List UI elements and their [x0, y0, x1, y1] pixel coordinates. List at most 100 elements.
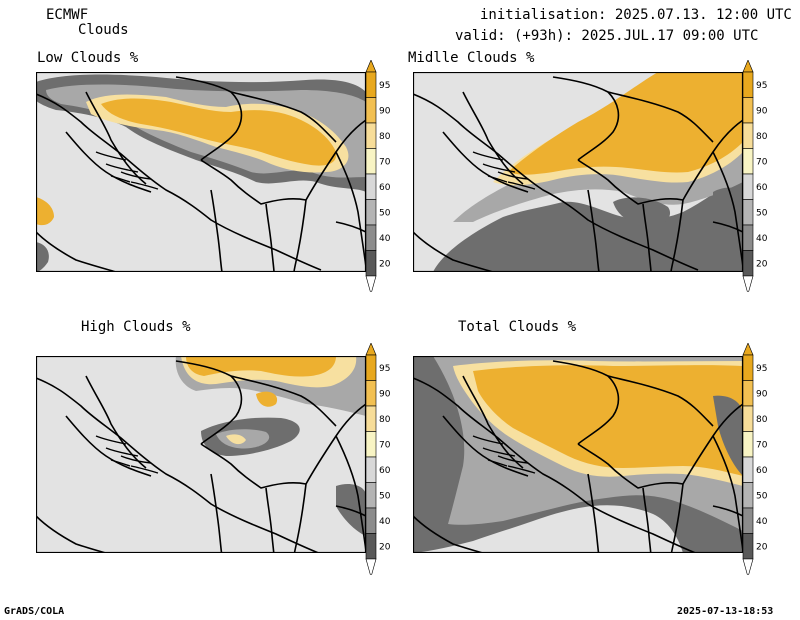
colorbar-segment	[365, 380, 377, 407]
panel-title-high: High Clouds %	[81, 319, 191, 335]
colorbar-segment	[365, 456, 377, 483]
colorbar-tick-label: 40	[379, 234, 391, 244]
colorbar-tick-label: 50	[379, 492, 391, 502]
colorbar-segment	[365, 431, 377, 458]
island	[120, 455, 152, 464]
model-label: ECMWF	[46, 7, 89, 23]
colorbar-segment	[742, 431, 754, 458]
colorbar-segment	[742, 456, 754, 483]
colorbar-tick-label: 90	[756, 107, 768, 117]
product-label: Clouds	[78, 22, 129, 38]
colorbar-tick-label: 80	[756, 132, 768, 142]
border-line	[335, 435, 366, 552]
border-line	[85, 375, 147, 469]
colorbar-segment	[365, 250, 377, 277]
footer-software: GrADS/COLA	[4, 606, 65, 617]
border-line	[413, 93, 699, 271]
colorbar-bottom-arrow	[742, 558, 754, 579]
islands	[95, 435, 159, 474]
colorbar-tick-label: 80	[379, 415, 391, 425]
colorbar-tick-label: 95	[756, 364, 767, 374]
map-frame	[36, 72, 366, 272]
border-line	[175, 76, 243, 161]
map-frame	[413, 356, 743, 553]
colorbar-bottom-left: 95 90 80 70 60 50 40 20	[364, 342, 404, 579]
border-line	[230, 375, 337, 427]
border-line	[335, 221, 366, 233]
border-line	[642, 203, 652, 272]
panel-title-middle: Midlle Clouds %	[408, 50, 535, 66]
colorbar-tick-label: 80	[379, 132, 391, 142]
island	[130, 181, 159, 190]
country-borders	[36, 76, 366, 272]
colorbar-tick-label: 90	[756, 390, 768, 400]
colorbar-tick-label: 95	[379, 364, 390, 374]
border-line	[65, 131, 152, 193]
cloud-area	[256, 391, 278, 407]
islands	[472, 435, 536, 474]
colorbar-graphic: 95 90 80 70 60 50 40 20	[742, 342, 768, 579]
map-panel-low	[36, 72, 366, 272]
colorbar-top-arrow	[742, 59, 754, 73]
map-panel-high	[36, 356, 366, 553]
colorbar-tick-label: 20	[379, 543, 391, 553]
total-clouds-map	[413, 356, 743, 553]
island	[487, 175, 508, 183]
border-line	[210, 189, 223, 272]
island	[120, 171, 152, 180]
colorbar-top-right: 95 90 80 70 60 50 40 20	[741, 59, 781, 296]
border-line	[462, 375, 524, 469]
colorbar-segment	[742, 507, 754, 534]
border-line	[175, 360, 243, 445]
map-frame	[413, 72, 743, 272]
border-line	[712, 151, 743, 268]
border-line	[607, 375, 714, 427]
border-line	[230, 91, 337, 143]
colorbar-tick-label: 70	[379, 441, 391, 451]
colorbar-segment	[742, 199, 754, 226]
colorbar-tick-label: 60	[756, 466, 768, 476]
cloud-area	[613, 197, 671, 227]
low-clouds-map	[36, 72, 366, 272]
colorbar-segment	[365, 148, 377, 175]
border-line	[462, 91, 524, 185]
colorbar-segment	[742, 224, 754, 251]
colorbar-tick-label: 40	[756, 234, 768, 244]
island	[497, 171, 529, 180]
colorbar-tick-label: 50	[756, 209, 768, 219]
cloud-area	[433, 172, 743, 272]
colorbar-segment	[365, 71, 377, 98]
border-line	[577, 159, 684, 205]
colorbar-segment	[742, 173, 754, 200]
island	[95, 151, 127, 161]
colorbar-segment	[742, 482, 754, 509]
border-line	[335, 151, 366, 268]
border-line	[200, 443, 307, 489]
border-line	[587, 189, 600, 272]
cloud-area	[36, 197, 54, 226]
island	[95, 435, 127, 445]
colorbar-segment	[742, 122, 754, 149]
border-line	[587, 473, 600, 553]
colorbar-bottom-right: 95 90 80 70 60 50 40 20	[741, 342, 781, 579]
border-line	[335, 505, 366, 517]
border-line	[36, 377, 321, 553]
border-line	[210, 473, 223, 553]
colorbar-tick-label: 70	[379, 158, 391, 168]
border-line	[36, 93, 322, 271]
map-panel-middle	[413, 72, 743, 272]
colorbar-segment	[742, 354, 754, 381]
colorbar-tick-label: 40	[379, 517, 391, 527]
colorbar-graphic: 95 90 80 70 60 50 40 20	[365, 59, 391, 296]
map-frame	[36, 356, 366, 553]
border-line	[712, 221, 743, 233]
high-clouds-map	[36, 356, 366, 553]
island	[472, 435, 504, 445]
colorbar-segment	[742, 533, 754, 560]
colorbar-segment	[742, 250, 754, 277]
colorbar-top-arrow	[365, 59, 377, 73]
colorbar-tick-label: 80	[756, 415, 768, 425]
colorbar-tick-label: 70	[756, 158, 768, 168]
colorbar-tick-label: 90	[379, 390, 391, 400]
island	[110, 459, 131, 467]
